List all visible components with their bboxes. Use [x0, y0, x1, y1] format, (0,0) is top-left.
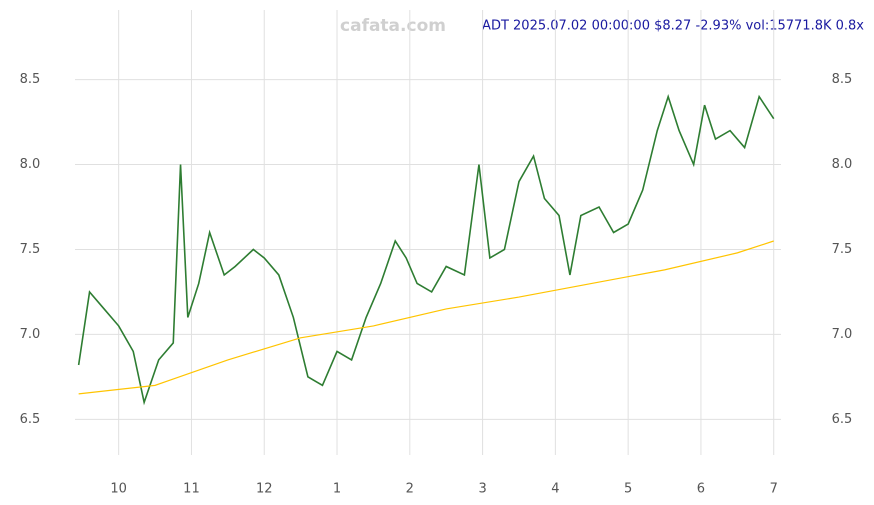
x-tick-label: 2	[406, 482, 414, 497]
x-tick-label: 11	[183, 482, 200, 497]
chart-title: ADT 2025.07.02 00:00:00 $8.27 -2.93% vol…	[482, 19, 864, 34]
x-tick-label: 5	[624, 482, 632, 497]
y-tick-label: 7.0	[20, 327, 41, 342]
y-tick-label: 8.0	[832, 157, 853, 172]
y-tick-label: 7.5	[832, 242, 853, 257]
x-tick-label: 7	[770, 482, 778, 497]
y-tick-label: 8.5	[20, 72, 41, 87]
price-line	[78, 240, 774, 395]
x-tick-label: 4	[551, 482, 559, 497]
watermark: cafata.com	[340, 16, 446, 36]
x-tick-label: 3	[478, 482, 486, 497]
x-tick-label: 1	[333, 482, 341, 497]
y-tick-label: 8.5	[832, 72, 853, 87]
y-tick-label: 8.0	[20, 157, 41, 172]
x-tick-label: 12	[256, 482, 273, 497]
y-tick-label: 7.0	[832, 327, 853, 342]
y-tick-label: 6.5	[832, 412, 853, 427]
y-tick-label: 7.5	[20, 242, 41, 257]
price-line	[77, 94, 775, 406]
x-tick-label: 10	[110, 482, 127, 497]
y-tick-label: 6.5	[20, 412, 41, 427]
x-tick-label: 6	[697, 482, 705, 497]
